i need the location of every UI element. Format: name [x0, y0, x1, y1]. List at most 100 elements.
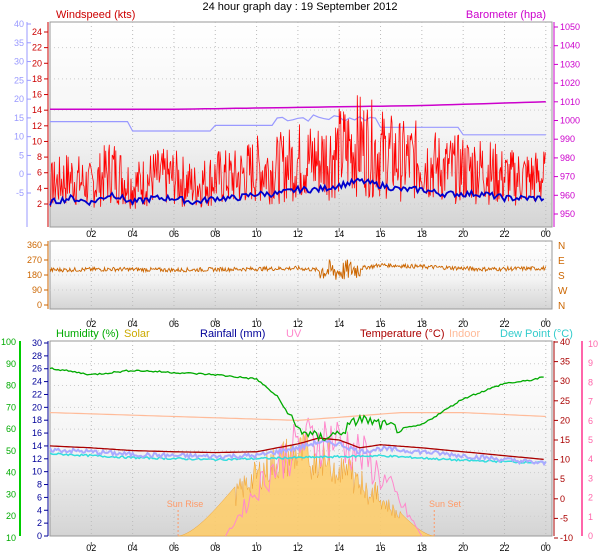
sunrise-label: Sun Rise — [167, 499, 204, 509]
x-tick-label: 22 — [499, 543, 509, 553]
y-tick-label: 1000 — [560, 116, 580, 126]
y-tick-label: 12 — [32, 121, 42, 131]
legend-humidity: Humidity (%) — [56, 328, 119, 340]
legend-solar: Solar — [124, 328, 150, 340]
barometer-label: Barometer (hpa) — [466, 9, 546, 21]
x-tick-label: 14 — [334, 543, 344, 553]
x-tick-label: 12 — [293, 319, 303, 329]
x-tick-label: 12 — [293, 229, 303, 239]
y-tick-label: -10 — [560, 533, 573, 543]
legend-indoor: Indoor — [449, 328, 481, 340]
y-tick-label: 26 — [32, 364, 42, 374]
x-tick-label: 02 — [86, 229, 96, 239]
y-tick-label: 25 — [560, 396, 570, 406]
compass-label: W — [558, 286, 568, 297]
y-tick-label: 1030 — [560, 59, 580, 69]
average-wind-series — [49, 177, 545, 207]
x-tick-label: 08 — [210, 319, 220, 329]
y-tick-label: 15 — [14, 113, 24, 123]
x-tick-label: 04 — [128, 543, 138, 553]
y-tick-label: 12 — [32, 454, 42, 464]
y-tick-label: 14 — [32, 441, 42, 451]
y-tick-label: 24 — [32, 377, 42, 387]
indoor-series — [49, 412, 546, 422]
y-tick-label: 360 — [27, 240, 42, 250]
y-tick-label: 2 — [588, 493, 593, 503]
x-tick-label: 10 — [252, 319, 262, 329]
y-tick-label: 970 — [560, 172, 575, 182]
y-tick-label: 8 — [37, 480, 42, 490]
y-tick-label: 20 — [32, 402, 42, 412]
y-tick-label: 70 — [6, 402, 16, 412]
windspeed-series — [49, 95, 546, 209]
y-tick-label: 40 — [6, 468, 16, 478]
x-tick-label: 00 — [541, 319, 551, 329]
y-tick-label: 15 — [560, 435, 570, 445]
humidity-series — [49, 367, 544, 442]
y-tick-label: 6 — [588, 416, 593, 426]
y-tick-label: 35 — [14, 38, 24, 48]
y-tick-label: 20 — [6, 511, 16, 521]
x-tick-label: 12 — [293, 543, 303, 553]
y-tick-label: 10 — [14, 132, 24, 142]
x-tick-label: 06 — [169, 543, 179, 553]
y-tick-label: 10 — [588, 339, 598, 349]
y-tick-label: 1010 — [560, 97, 580, 107]
compass-label: N — [558, 241, 565, 252]
y-tick-label: 4 — [588, 454, 593, 464]
y-tick-label: 6 — [37, 168, 42, 178]
y-tick-label: 18 — [32, 74, 42, 84]
y-tick-label: 35 — [560, 357, 570, 367]
x-tick-label: 16 — [376, 229, 386, 239]
y-tick-label: 0 — [560, 494, 565, 504]
y-tick-label: 90 — [32, 285, 42, 295]
y-tick-label: 9 — [588, 358, 593, 368]
y-tick-label: 0 — [37, 531, 42, 541]
y-tick-label: 4 — [37, 183, 42, 193]
weather-panel: 1020304050607080901000246810121416182022… — [1, 337, 598, 553]
legend-rainfall: Rainfall (mm) — [200, 328, 265, 340]
legend-temperature: Temperature (°C) — [360, 328, 444, 340]
x-tick-label: 14 — [334, 319, 344, 329]
y-tick-label: 20 — [560, 415, 570, 425]
y-tick-label: 4 — [37, 505, 42, 515]
y-tick-label: 0 — [37, 300, 42, 310]
y-tick-label: 180 — [27, 270, 42, 280]
x-tick-label: 02 — [86, 319, 96, 329]
y-tick-label: 10 — [32, 136, 42, 146]
y-tick-label: 16 — [32, 90, 42, 100]
y-tick-label: 8 — [37, 152, 42, 162]
dewpoint-series — [49, 452, 547, 464]
x-tick-label: 00 — [541, 543, 551, 553]
y-tick-label: 22 — [32, 389, 42, 399]
x-tick-label: 22 — [499, 229, 509, 239]
x-tick-label: 20 — [458, 543, 468, 553]
y-tick-label: 20 — [32, 58, 42, 68]
y-tick-label: 30 — [32, 338, 42, 348]
y-tick-label: 60 — [6, 424, 16, 434]
y-tick-label: 100 — [1, 337, 16, 347]
x-tick-label: 20 — [458, 319, 468, 329]
y-tick-label: 22 — [32, 43, 42, 53]
y-tick-label: 28 — [32, 351, 42, 361]
x-tick-label: 06 — [169, 319, 179, 329]
barometer-series — [50, 101, 546, 111]
y-tick-label: 2 — [37, 518, 42, 528]
y-tick-label: 80 — [6, 381, 16, 391]
y-tick-label: 270 — [27, 255, 42, 265]
x-tick-label: 08 — [210, 229, 220, 239]
y-tick-label: 960 — [560, 190, 575, 200]
wind-direction-series — [49, 258, 547, 280]
temperature-series — [49, 437, 544, 461]
x-tick-label: 16 — [376, 543, 386, 553]
y-tick-label: 5 — [560, 474, 565, 484]
x-tick-label: 16 — [376, 319, 386, 329]
y-tick-label: 30 — [560, 376, 570, 386]
x-tick-label: 08 — [210, 543, 220, 553]
y-tick-label: 7 — [588, 397, 593, 407]
y-tick-label: 10 — [560, 455, 570, 465]
compass-label: E — [558, 256, 565, 267]
x-tick-label: 18 — [417, 543, 427, 553]
x-tick-label: 18 — [417, 319, 427, 329]
y-tick-label: 950 — [560, 209, 575, 219]
